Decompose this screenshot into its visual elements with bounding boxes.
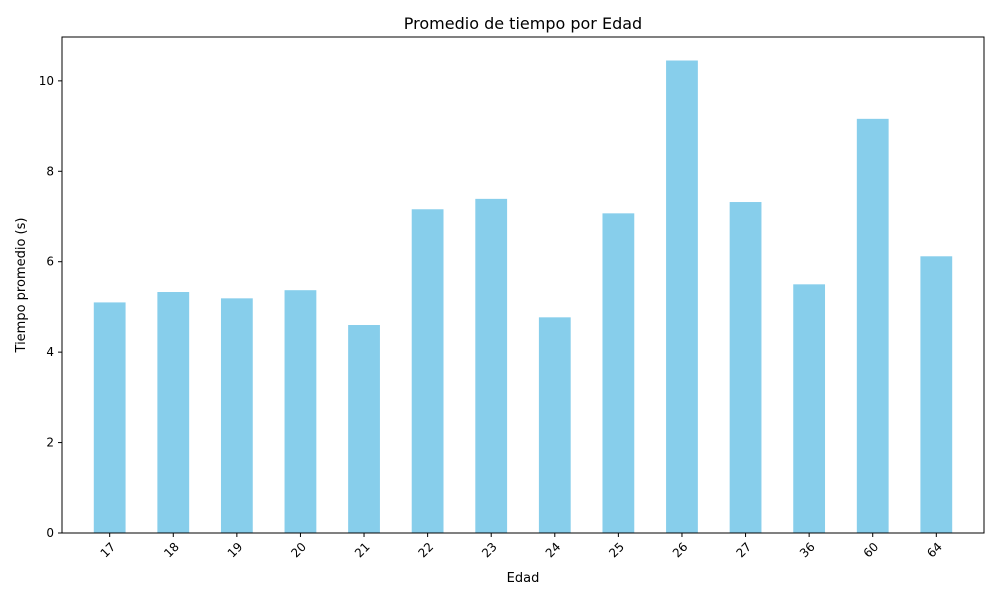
plot-frame [61,36,985,534]
x-tick-label: 18 [161,540,182,561]
bar-20 [284,290,317,533]
x-axis: 17 18 19 20 21 22 23 24 25 26 27 36 60 64 [98,533,945,560]
x-axis-label: Edad [507,571,540,586]
bar-64 [920,256,953,533]
x-tick-label: 19 [225,540,246,561]
bar-19 [220,298,253,533]
y-tick-label: 8 [46,164,54,178]
bar-21 [348,325,380,533]
y-axis: 0 2 4 6 8 10 [39,74,62,540]
y-tick-label: 4 [46,345,54,359]
x-tick-label: 17 [98,540,119,561]
x-tick-label: 64 [924,540,945,561]
bar-26 [666,60,698,533]
bar-27 [729,202,762,533]
bar-22 [411,209,444,533]
y-tick-label: 2 [46,436,54,450]
bar-23 [475,198,508,533]
bars-layer [93,60,953,533]
chart-title: Promedio de tiempo por Edad [404,14,642,33]
y-tick-label: 0 [46,526,54,540]
y-axis-label: Tiempo promedio (s) [14,218,29,354]
bar-18 [157,292,190,533]
x-tick-label: 60 [861,540,882,561]
x-tick-label: 24 [543,540,564,561]
bar-25 [602,213,635,533]
x-tick-label: 20 [288,540,309,561]
bar-24 [538,317,571,533]
bar-60 [856,118,889,533]
y-tick-label: 10 [39,74,54,88]
x-tick-label: 36 [797,540,818,561]
x-tick-label: 26 [670,540,691,561]
x-tick-label: 21 [352,540,373,561]
x-tick-label: 23 [479,540,500,561]
bar-17 [93,302,126,533]
bar-36 [793,284,826,533]
y-tick-label: 6 [46,255,54,269]
x-tick-label: 25 [606,540,627,561]
x-tick-label: 27 [733,540,754,561]
x-tick-label: 22 [416,540,437,561]
